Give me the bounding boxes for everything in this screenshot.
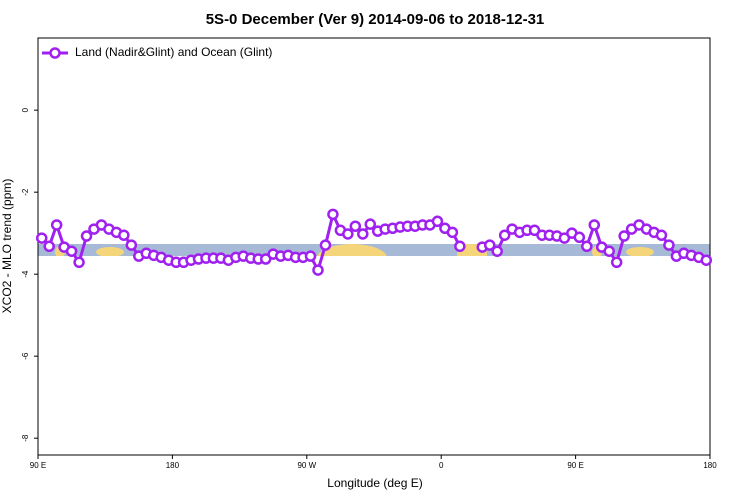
data-point xyxy=(610,256,623,269)
data-point xyxy=(357,228,369,240)
data-point xyxy=(364,218,377,230)
x-axis-label: Longitude (deg E) xyxy=(327,476,422,490)
x-tick-label: 180 xyxy=(703,461,717,470)
plot-frame xyxy=(37,37,711,456)
data-point xyxy=(118,229,130,241)
data-point xyxy=(65,245,78,257)
data-point xyxy=(618,230,630,242)
data-point xyxy=(700,254,713,266)
data-point xyxy=(304,250,317,262)
data-point xyxy=(483,239,496,251)
data-point xyxy=(655,229,668,241)
data-point xyxy=(573,231,586,244)
data-point xyxy=(342,228,354,240)
x-tick-label: 180 xyxy=(166,461,180,470)
data-point xyxy=(35,232,48,244)
data-point xyxy=(80,230,93,242)
y-tick-label: -4 xyxy=(21,270,30,278)
data-point xyxy=(349,220,362,232)
data-point xyxy=(319,239,332,251)
x-tick-label: 0 xyxy=(439,461,444,470)
data-point xyxy=(588,219,601,231)
y-axis-label: XCO2 - MLO trend (ppm) xyxy=(0,179,14,314)
data-point xyxy=(50,219,63,231)
data-point xyxy=(603,245,615,257)
data-point xyxy=(73,256,85,269)
legend-marker xyxy=(49,47,61,59)
y-tick-label: -2 xyxy=(21,188,30,196)
y-tick-label: -6 xyxy=(21,352,30,360)
data-point xyxy=(454,240,466,253)
data-point xyxy=(431,215,444,228)
data-point xyxy=(446,226,459,239)
data-point xyxy=(663,239,675,251)
y-tick-label: 0 xyxy=(21,107,30,112)
legend-label: Land (Nadir&Glint) and Ocean (Glint) xyxy=(75,45,272,59)
y-tick-label: -8 xyxy=(21,434,30,442)
data-point xyxy=(125,239,138,251)
x-tick-label: 90 W xyxy=(297,461,316,470)
data-point xyxy=(327,208,339,221)
data-point xyxy=(498,229,511,241)
data-point xyxy=(491,245,503,257)
x-tick-label: 90 E xyxy=(567,461,583,470)
chart-title: 5S-0 December (Ver 9) 2014-09-06 to 2018… xyxy=(206,11,545,28)
legend: Land (Nadir&Glint) and Ocean (Glint) xyxy=(42,45,272,59)
data-point xyxy=(581,240,593,253)
x-tick-label: 90 E xyxy=(30,461,46,470)
data-point xyxy=(312,264,324,276)
data-point xyxy=(43,240,55,253)
